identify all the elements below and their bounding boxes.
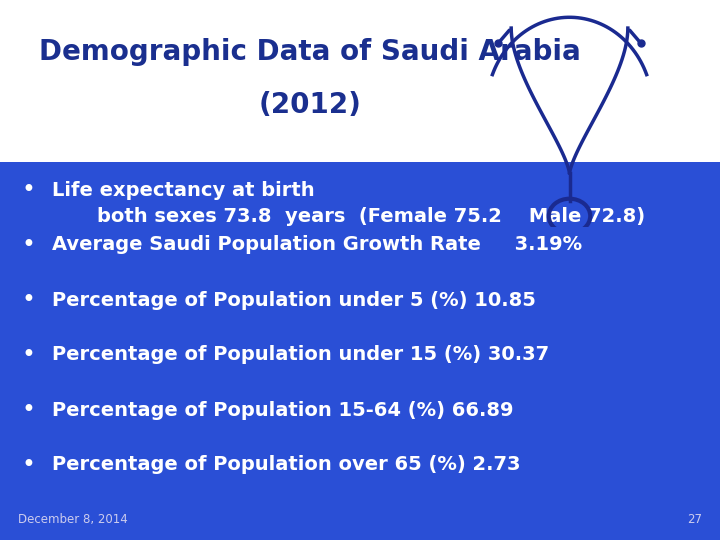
Text: •: • — [21, 343, 35, 367]
Text: •: • — [21, 178, 35, 202]
Text: Average Saudi Population Growth Rate     3.19%: Average Saudi Population Growth Rate 3.1… — [52, 235, 582, 254]
Text: Percentage of Population under 15 (%) 30.37: Percentage of Population under 15 (%) 30… — [52, 346, 549, 365]
Text: 27: 27 — [687, 513, 702, 526]
Text: •: • — [21, 398, 35, 422]
Text: Percentage of Population over 65 (%) 2.73: Percentage of Population over 65 (%) 2.7… — [52, 456, 521, 475]
Text: •: • — [21, 288, 35, 312]
Text: •: • — [21, 453, 35, 477]
Text: •: • — [21, 233, 35, 257]
Text: Percentage of Population 15-64 (%) 66.89: Percentage of Population 15-64 (%) 66.89 — [52, 401, 513, 420]
FancyBboxPatch shape — [0, 0, 720, 162]
Text: (2012): (2012) — [258, 91, 361, 119]
Text: Demographic Data of Saudi Arabia: Demographic Data of Saudi Arabia — [39, 38, 581, 66]
Text: Percentage of Population under 5 (%) 10.85: Percentage of Population under 5 (%) 10.… — [52, 291, 536, 309]
Text: both sexes 73.8  years  (Female 75.2    Male 72.8): both sexes 73.8 years (Female 75.2 Male … — [70, 206, 645, 226]
Text: Life expectancy at birth: Life expectancy at birth — [52, 180, 315, 199]
Text: December 8, 2014: December 8, 2014 — [18, 513, 127, 526]
